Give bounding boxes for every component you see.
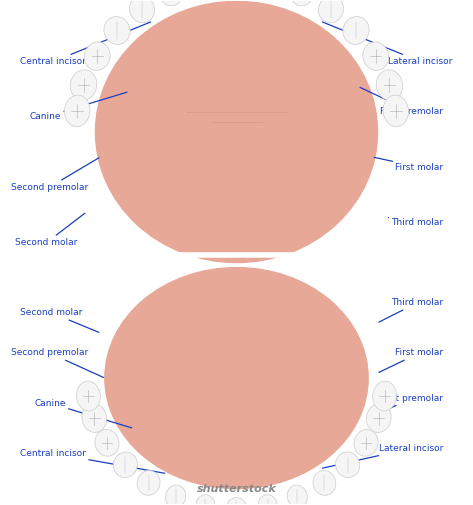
- Ellipse shape: [114, 452, 137, 478]
- Text: Canine: Canine: [30, 92, 127, 121]
- Text: Third molar: Third molar: [388, 218, 443, 227]
- Ellipse shape: [130, 0, 155, 23]
- Ellipse shape: [196, 495, 215, 505]
- Text: Central incisor: Central incisor: [20, 22, 150, 66]
- Ellipse shape: [137, 471, 160, 495]
- Text: Canine: Canine: [35, 398, 131, 428]
- Text: Second premolar: Second premolar: [11, 348, 104, 377]
- Ellipse shape: [95, 429, 119, 456]
- Ellipse shape: [363, 42, 389, 70]
- Ellipse shape: [287, 485, 307, 505]
- Ellipse shape: [383, 95, 409, 127]
- Ellipse shape: [366, 404, 391, 432]
- Ellipse shape: [77, 381, 100, 411]
- Ellipse shape: [160, 0, 183, 6]
- Text: Second molar: Second molar: [20, 308, 99, 332]
- Text: Central incisor: Central incisor: [20, 449, 165, 473]
- Ellipse shape: [166, 485, 186, 505]
- Ellipse shape: [290, 0, 313, 6]
- Ellipse shape: [343, 17, 369, 44]
- Ellipse shape: [318, 0, 343, 23]
- Text: First premolar: First premolar: [369, 393, 443, 418]
- Ellipse shape: [336, 452, 359, 478]
- Ellipse shape: [376, 70, 403, 100]
- Text: First premolar: First premolar: [360, 87, 443, 116]
- Ellipse shape: [105, 268, 368, 488]
- Ellipse shape: [354, 429, 378, 456]
- Text: Second molar: Second molar: [16, 213, 85, 247]
- Text: Third molar: Third molar: [379, 298, 443, 322]
- Ellipse shape: [82, 404, 107, 432]
- Ellipse shape: [227, 497, 246, 505]
- Text: Lateral incisor: Lateral incisor: [323, 22, 453, 66]
- Ellipse shape: [104, 17, 130, 44]
- Ellipse shape: [64, 95, 90, 127]
- Ellipse shape: [70, 70, 97, 100]
- Text: shutterstock: shutterstock: [197, 484, 276, 493]
- Ellipse shape: [373, 381, 396, 411]
- Ellipse shape: [313, 471, 336, 495]
- Ellipse shape: [84, 42, 110, 70]
- Text: First molar: First molar: [374, 158, 443, 172]
- Text: Second premolar: Second premolar: [11, 158, 99, 192]
- Text: Lateral incisor: Lateral incisor: [323, 444, 443, 468]
- Ellipse shape: [96, 2, 377, 263]
- Text: First molar: First molar: [379, 348, 443, 372]
- Ellipse shape: [258, 495, 277, 505]
